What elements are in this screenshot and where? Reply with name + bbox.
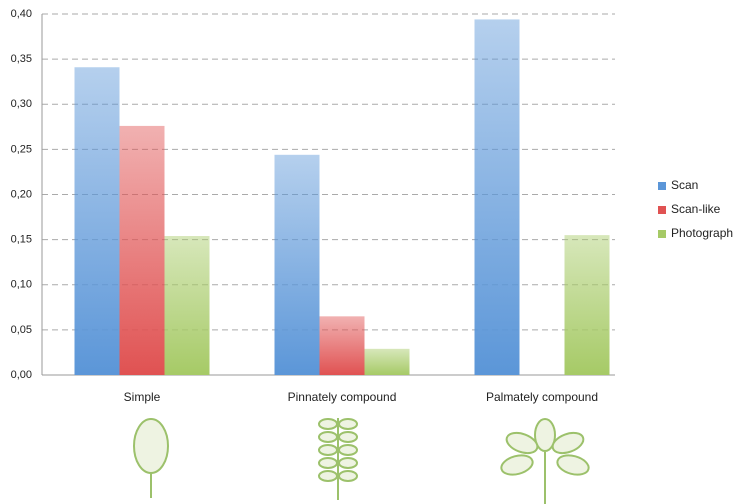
legend-label: Photograph [671,226,733,240]
y-tick-label: 0,15 [11,234,32,246]
pinnate-leaf [318,418,358,482]
bar [119,125,165,375]
y-tick-label: 0,20 [11,188,32,200]
bar [319,316,365,375]
bar [564,235,610,375]
palmate-leaf [500,418,590,476]
y-tick-label: 0,30 [11,98,32,110]
bar [164,236,210,375]
bar [274,154,320,375]
x-tick-label: Simple [124,390,161,404]
bar [474,19,520,375]
legend-label: Scan [671,178,698,192]
legend-label: Scan-like [671,202,721,216]
y-tick-label: 0,35 [11,53,32,65]
simple-leaf [133,418,169,474]
y-tick-label: 0,40 [11,8,32,20]
bar [364,348,410,375]
legend-swatch [658,230,666,238]
bar [74,67,120,375]
leaf-icons [133,418,590,504]
y-tick-label: 0,10 [11,279,32,291]
y-tick-label: 0,25 [11,143,32,155]
y-tick-label: 0,00 [11,369,32,381]
legend-swatch [658,206,666,214]
x-tick-label: Pinnately compound [288,390,397,404]
y-tick-label: 0,05 [11,324,32,336]
x-tick-label: Palmately compound [486,390,598,404]
legend-swatch [658,182,666,190]
